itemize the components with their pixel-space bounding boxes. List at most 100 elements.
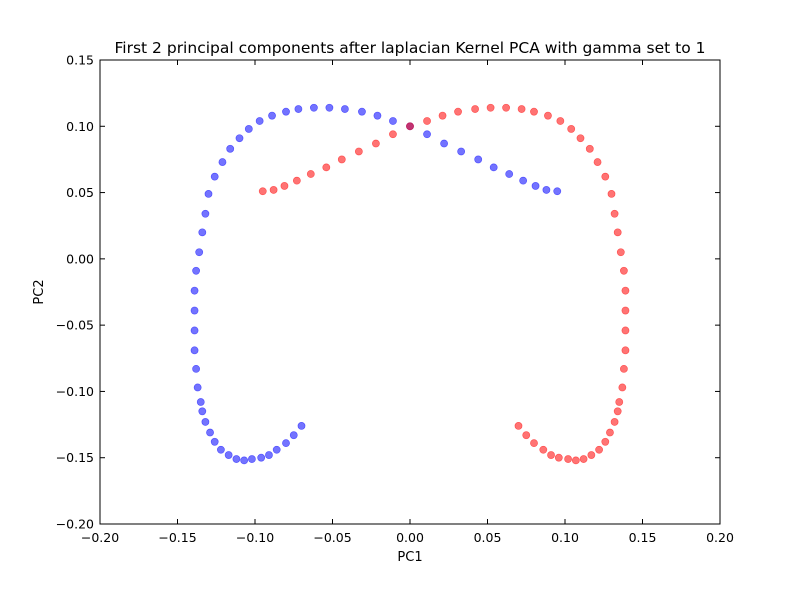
point-series-1-35 — [620, 364, 628, 373]
y-tick-label-6: 0.10 — [66, 119, 94, 134]
point-series-0-19 — [190, 326, 199, 335]
x-tick-label-3: −0.05 — [313, 530, 351, 545]
point-series-1-21 — [567, 125, 576, 133]
point-series-1-12 — [438, 111, 447, 120]
point-series-0-41 — [389, 117, 397, 125]
point-series-0-16 — [193, 383, 202, 392]
point-series-1-4 — [306, 170, 315, 178]
point-series-0-18 — [190, 346, 199, 355]
point-series-0-13 — [201, 418, 210, 426]
point-series-0-35 — [294, 105, 303, 113]
point-series-0-7 — [240, 456, 249, 465]
point-series-1-18 — [530, 107, 538, 116]
point-series-0-47 — [489, 163, 498, 172]
point-series-1-43 — [587, 451, 596, 459]
point-series-1-47 — [554, 453, 563, 462]
point-series-1-16 — [502, 103, 510, 112]
point-series-0-43 — [423, 130, 431, 139]
point-series-0-3 — [272, 445, 281, 454]
point-series-0-9 — [224, 451, 233, 459]
point-series-0-1 — [289, 431, 298, 440]
point-series-0-14 — [198, 407, 207, 416]
point-series-1-8 — [371, 139, 380, 148]
point-series-1-48 — [547, 451, 555, 459]
point-series-0-51 — [542, 186, 551, 194]
point-series-0-37 — [325, 103, 334, 112]
point-series-1-41 — [601, 437, 610, 446]
chart-title: First 2 principal components after lapla… — [115, 39, 706, 57]
ticks-layer: −0.20 −0.15 −0.10 −0.05 0.00 0.05 0.10 0.15 0.20… — [56, 53, 734, 546]
x-tick-label-0: −0.20 — [81, 530, 119, 545]
point-series-0-49 — [519, 176, 528, 185]
point-series-1-23 — [585, 144, 594, 153]
x-tick-label-1: −0.15 — [158, 530, 196, 545]
point-series-0-26 — [204, 189, 213, 198]
points-layer — [190, 103, 630, 465]
point-series-0-52 — [553, 187, 562, 196]
point-series-0-21 — [190, 286, 199, 295]
point-series-0-40 — [373, 111, 382, 120]
point-series-1-13 — [454, 107, 462, 116]
point-series-1-26 — [607, 189, 616, 198]
x-tick-label-6: 0.10 — [551, 530, 579, 545]
point-series-1-38 — [613, 407, 622, 416]
point-series-0-4 — [265, 451, 273, 459]
point-series-1-31 — [621, 286, 630, 295]
point-series-1-46 — [564, 455, 572, 463]
point-series-1-0 — [258, 187, 267, 196]
point-series-1-9 — [389, 130, 397, 139]
point-series-0-27 — [210, 172, 219, 181]
point-series-1-14 — [471, 105, 479, 113]
point-series-0-24 — [198, 228, 207, 237]
point-series-1-28 — [613, 228, 622, 237]
x-tick-label-8: 0.20 — [706, 530, 734, 545]
point-series-0-8 — [232, 455, 241, 463]
point-series-1-2 — [280, 182, 289, 190]
point-series-1-33 — [621, 326, 630, 335]
point-series-1-52 — [514, 421, 523, 430]
x-axis-label: PC1 — [397, 550, 422, 565]
point-series-1-39 — [610, 418, 619, 426]
point-series-1-36 — [618, 383, 627, 392]
point-series-0-12 — [206, 428, 214, 437]
point-series-1-1 — [269, 186, 278, 194]
x-tick-label-2: −0.10 — [236, 530, 274, 545]
point-series-1-29 — [616, 248, 625, 257]
point-series-0-0 — [297, 421, 306, 430]
point-series-1-40 — [606, 428, 614, 437]
point-series-1-34 — [621, 346, 630, 355]
point-series-0-39 — [358, 107, 366, 116]
point-series-0-11 — [210, 437, 219, 446]
point-series-1-49 — [539, 445, 548, 454]
x-tick-label-4: 0.00 — [396, 530, 424, 545]
point-series-1-11 — [423, 117, 431, 125]
point-series-1-7 — [354, 147, 363, 156]
point-series-1-50 — [530, 439, 538, 448]
point-series-1-15 — [486, 103, 495, 112]
y-tick-label-5: 0.05 — [66, 185, 94, 200]
point-series-0-20 — [190, 306, 199, 315]
point-series-0-28 — [218, 158, 227, 166]
point-series-0-32 — [255, 117, 264, 125]
point-series-1-32 — [621, 306, 630, 315]
point-series-1-19 — [544, 111, 552, 120]
point-series-0-34 — [282, 107, 290, 116]
point-series-0-17 — [192, 364, 200, 373]
point-series-1-25 — [601, 172, 610, 181]
point-series-0-36 — [309, 103, 318, 112]
point-series-1-17 — [517, 105, 526, 113]
y-tick-label-7: 0.15 — [66, 53, 94, 68]
y-axis-label: PC2 — [32, 279, 47, 304]
point-series-1-24 — [593, 158, 602, 166]
point-series-0-23 — [195, 248, 204, 257]
y-tick-label-2: −0.10 — [56, 384, 94, 399]
point-series-0-15 — [196, 398, 205, 406]
point-series-1-51 — [522, 431, 531, 440]
point-series-0-31 — [244, 125, 253, 133]
point-series-0-50 — [531, 182, 540, 190]
point-series-0-30 — [235, 134, 244, 143]
point-series-0-46 — [474, 155, 483, 164]
x-tick-label-5: 0.05 — [474, 530, 502, 545]
point-series-1-45 — [571, 456, 580, 465]
